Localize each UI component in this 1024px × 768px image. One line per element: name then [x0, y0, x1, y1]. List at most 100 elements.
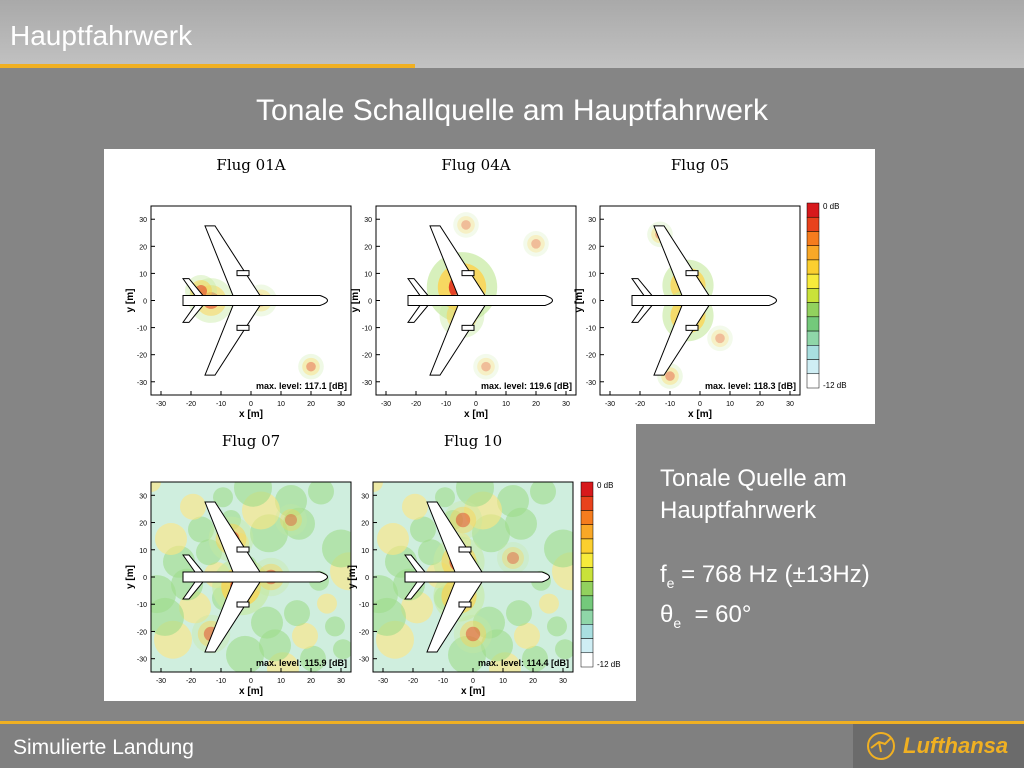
noise-blob: [530, 482, 556, 505]
slide-header: Hauptfahrwerk: [0, 0, 1024, 68]
x-tick-label: 20: [532, 401, 540, 408]
right-wing: [653, 304, 710, 376]
y-axis-label: y [m]: [125, 565, 136, 589]
noise-blob: [226, 635, 264, 672]
x-tick-label: 0: [249, 678, 253, 685]
colorbar-step: [806, 259, 820, 275]
colorbar: 0 dB -12 dB: [806, 202, 847, 390]
x-tick-label: -10: [216, 401, 226, 408]
colorbar-step: [580, 581, 594, 597]
x-tick-label: 20: [529, 678, 537, 685]
x-tick-label: -10: [438, 678, 448, 685]
right-wing: [204, 581, 261, 653]
tail-left: [631, 278, 654, 297]
heat-core: [531, 239, 541, 249]
noise-blob: [506, 600, 532, 627]
angle-subscript: e: [673, 614, 682, 631]
x-tick-label: 10: [726, 401, 734, 408]
logo-wordmark: Lufthansa: [903, 733, 1009, 758]
left-wing: [426, 501, 483, 573]
noise-blob: [196, 539, 222, 566]
y-tick-label: -10: [586, 326, 596, 333]
max-level-label: max. level: 119.6 [dB]: [481, 381, 572, 391]
bottom-plot-panel: Flug 07 -30 -20 -10 0 10 20 30 30 20 10 0 -10 -20 -30 x…: [104, 424, 636, 701]
max-level-label: max. level: 117.1 [dB]: [256, 381, 347, 391]
heat-map: [182, 225, 328, 380]
plot-4: Flug 10 -30 -20 -10 0 10 20 30 30 20 10 0 -10 -20 -30 x…: [347, 432, 574, 697]
y-tick-label: -20: [137, 353, 147, 360]
noise-blob: [251, 606, 283, 639]
y-tick-label: -30: [359, 657, 369, 664]
plot-title: Flug 01A: [216, 156, 285, 174]
noise-blob: [292, 622, 318, 649]
x-tick-label: -10: [441, 401, 451, 408]
colorbar-step: [580, 524, 594, 540]
heat-outer: [707, 325, 733, 352]
x-tick-label: -10: [665, 401, 675, 408]
fuselage: [407, 295, 553, 306]
y-tick-label: 0: [368, 299, 372, 306]
plot-title: Flug 05: [671, 156, 729, 174]
tail-right: [182, 581, 205, 600]
left-wing: [204, 225, 261, 297]
plot-title: Flug 04A: [441, 156, 510, 174]
noise-blob: [544, 529, 573, 568]
noise-blob: [275, 485, 307, 517]
x-tick-label: 20: [307, 678, 315, 685]
engine-right: [685, 324, 699, 331]
colorbar-step: [580, 638, 594, 654]
frequency-symbol: f: [660, 561, 667, 588]
lufthansa-logo: Lufthansa: [853, 724, 1024, 768]
colorbar-top-label: 0 dB: [597, 481, 613, 490]
y-tick-label: -30: [137, 380, 147, 387]
heat-outer: [298, 353, 324, 380]
y-tick-label: 0: [143, 575, 147, 582]
fuselage: [404, 571, 550, 583]
x-tick-label: -30: [381, 401, 391, 408]
y-tick-label: 10: [588, 271, 596, 278]
tail-left: [404, 554, 427, 573]
colorbar-step: [580, 567, 594, 582]
colorbar-step: [580, 538, 594, 554]
heat-outer: [453, 614, 493, 654]
noise-blob: [300, 645, 326, 672]
noise-blob: [497, 485, 529, 517]
y-tick-label: -30: [586, 380, 596, 387]
y-tick-label: 30: [139, 217, 147, 224]
colorbar-step: [580, 609, 594, 625]
max-level-label: max. level: 114.4 [dB]: [478, 658, 569, 668]
header-accent-line: [0, 64, 415, 68]
engine-left: [236, 270, 250, 277]
y-tick-label: 20: [361, 521, 369, 528]
noise-blob: [435, 487, 455, 508]
colorbar-step: [806, 288, 820, 303]
right-wing: [426, 581, 483, 653]
colorbar-step: [806, 273, 820, 289]
heat-outer: [453, 212, 479, 238]
plot-title: Flug 10: [444, 432, 502, 450]
header-title: Hauptfahrwerk: [10, 20, 193, 51]
top-plots: Flug 01A -30 -20 -10 0 10 20 30 30 20 10 0 -10 -20 -30…: [125, 156, 847, 420]
y-tick-label: -10: [362, 326, 372, 333]
engine-left: [461, 270, 475, 277]
colorbar-bottom-label: -12 dB: [823, 381, 847, 390]
plot-0: Flug 01A -30 -20 -10 0 10 20 30 30 20 10 0 -10 -20 -30…: [125, 156, 352, 420]
heat-outer: [523, 231, 549, 257]
right-wing: [204, 304, 261, 376]
heat-map: [373, 482, 573, 672]
heat-core: [715, 333, 725, 344]
x-tick-label: -30: [156, 678, 166, 685]
y-tick-label: 30: [364, 217, 372, 224]
heat-outer: [473, 353, 499, 380]
colorbar: 0 dB -12 dB: [580, 481, 621, 669]
noise-blob: [284, 600, 310, 627]
plot-2: Flug 05 -30 -20 -10 0 10 20 30 30 20 10 0 -10 -20 -30 x…: [574, 156, 801, 420]
heat-map: [631, 221, 777, 389]
noise-blob: [418, 539, 444, 566]
noise-blob: [155, 523, 187, 555]
x-tick-label: -30: [605, 401, 615, 408]
noise-blob: [333, 639, 351, 660]
engine-right: [236, 324, 250, 331]
x-tick-label: 30: [337, 401, 345, 408]
colorbar-step: [806, 216, 820, 232]
